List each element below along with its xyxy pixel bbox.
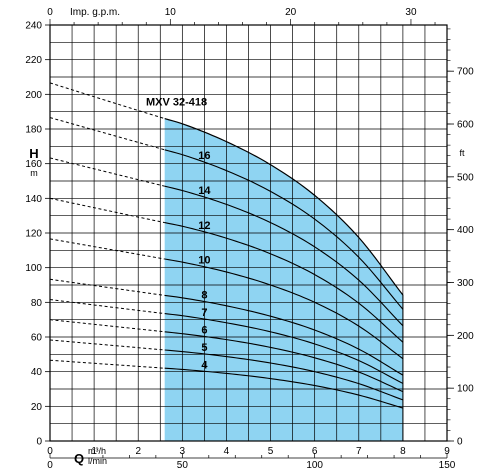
curve-label: 16 [198,150,210,162]
x-tick-label: 4 [224,446,230,457]
pump-curve [164,313,404,384]
pump-curve [164,331,404,393]
gpm-tick-label: 20 [285,7,297,18]
x-tick-label: 7 [356,446,362,457]
chart-title: MXV 32-418 [146,96,207,108]
x-tick-label: 5 [268,446,274,457]
ft-axis-unit: ft [459,148,465,158]
y-tick-label: 80 [31,298,43,309]
grid-layer [45,19,454,459]
y-tick-label: 240 [25,21,42,32]
x-axis-unit-lmin: l/min [88,456,107,466]
x-axis-letter: Q [74,451,84,466]
operating-area-layer [164,118,403,441]
y-tick-label: 220 [25,55,42,66]
curve-label: 10 [198,255,210,267]
ft-tick-label: 700 [457,67,474,78]
x-tick-label: 3 [180,446,186,457]
pump-curve [164,294,404,376]
y-tick-label: 100 [25,263,42,274]
curve-dashed-segment [49,117,165,151]
y-tick-label: 0 [36,437,42,448]
lmin-tick-label: 0 [47,460,53,471]
x-axis-unit-m3h: m³/h [88,446,106,456]
curve-label: 4 [201,359,208,371]
lmin-tick-label: 100 [306,460,323,471]
curves-layer [49,82,404,441]
pump-curve [164,258,404,360]
curve-dashed-segment [49,339,165,351]
curve-label: 8 [201,290,207,302]
y-tick-label: 40 [31,367,43,378]
x-tick-label: 2 [135,446,141,457]
pump-curve [164,367,404,409]
ft-tick-label: 500 [457,172,474,183]
pump-curve [164,222,404,343]
ft-tick-label: 0 [457,437,463,448]
curve-dashed-segment [49,238,165,260]
y-tick-label: 160 [25,159,42,170]
curve-dashed-segment [49,359,165,369]
y-tick-label: 200 [25,90,42,101]
ft-tick-label: 100 [457,384,474,395]
lmin-tick-label: 50 [177,460,189,471]
gpm-tick-label: 0 [47,7,53,18]
y-axis-letter: H [29,146,38,161]
curve-dashed-segment [49,319,165,333]
pump-curve [164,185,404,327]
y-tick-label: 20 [31,402,43,413]
curve-label: 14 [198,185,211,197]
ft-tick-label: 200 [457,331,474,342]
ft-tick-label: 400 [457,225,474,236]
ft-tick-label: 300 [457,278,474,289]
gpm-tick-label: 10 [165,7,177,18]
pump-curve [164,149,404,310]
lmin-tick-label: 150 [439,460,456,471]
operating-range-area [164,118,403,441]
x-tick-label: 1 [91,446,97,457]
y-tick-label: 180 [25,125,42,136]
gpm-axis-label: Imp. g.p.m. [70,7,120,18]
x-tick-label: 8 [400,446,406,457]
x-tick-label: 6 [312,446,318,457]
y-tick-label: 140 [25,194,42,205]
curve-dashed-segment [49,299,165,315]
curve-label: 7 [201,307,207,319]
gpm-tick-label: 30 [405,7,417,18]
x-tick-label: 0 [47,446,53,457]
ft-tick-label: 600 [457,120,474,131]
curve-label: 6 [201,324,207,336]
labels-layer: 020406080100120140160180200220240Hm01002… [25,7,474,471]
y-axis-unit: m [30,168,38,178]
y-tick-label: 120 [25,229,42,240]
pump-curve [164,118,404,296]
curve-dashed-segment [49,278,165,296]
curve-label: 12 [198,220,210,232]
curve-dashed-segment [49,82,165,120]
pump-curve [164,349,404,401]
curve-label: 5 [201,342,207,354]
x-tick-label: 9 [444,446,450,457]
y-tick-label: 60 [31,333,43,344]
